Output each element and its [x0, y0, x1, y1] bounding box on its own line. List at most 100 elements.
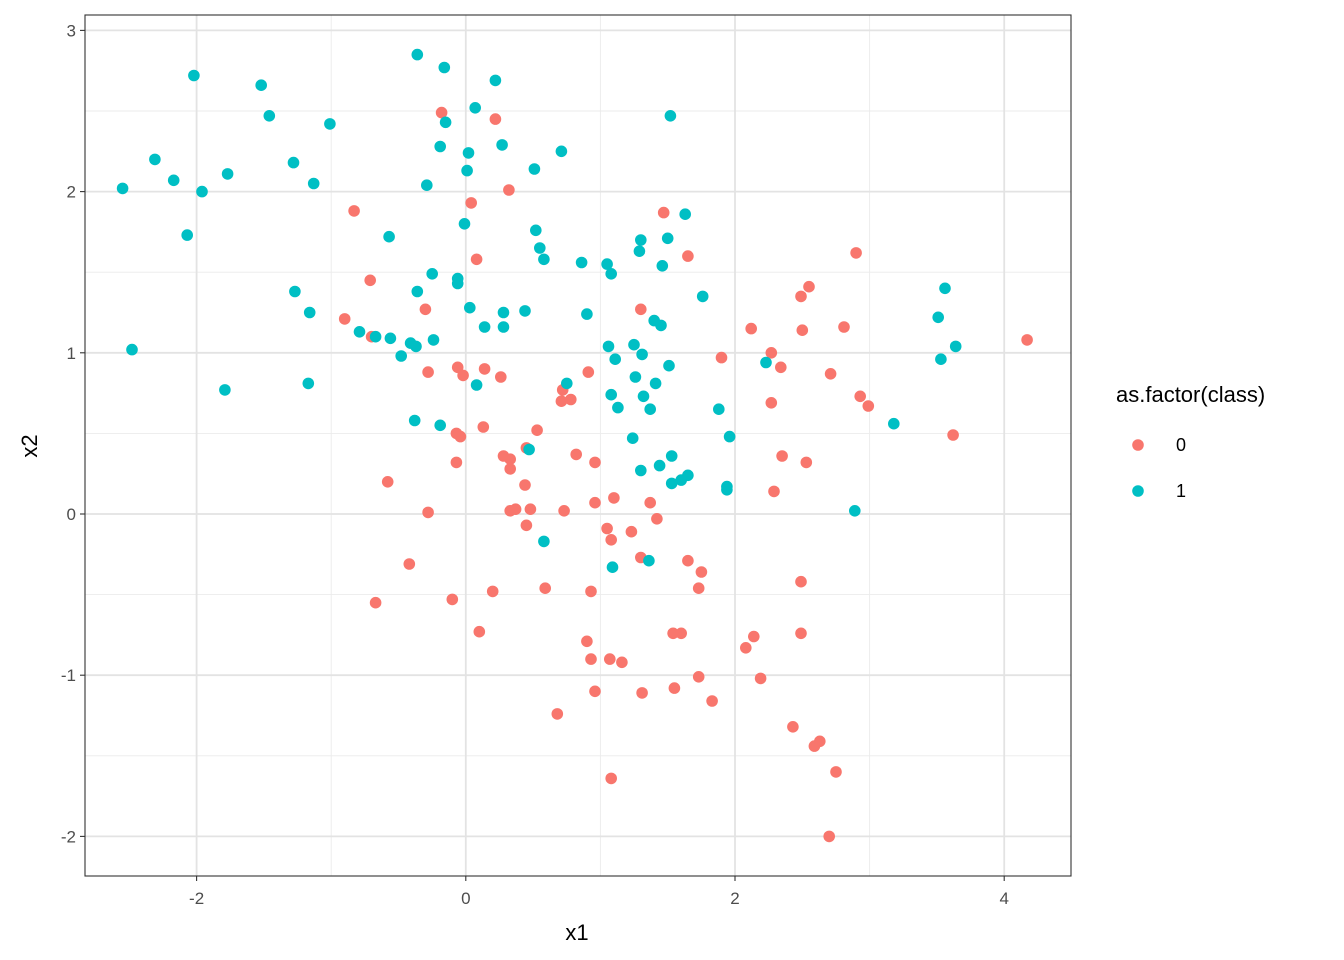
point-class-0 — [478, 363, 491, 375]
point-class-1 — [181, 229, 193, 241]
point-class-0 — [601, 522, 613, 535]
point-class-1 — [427, 334, 440, 346]
point-class-1 — [555, 145, 568, 158]
point-class-0 — [765, 347, 778, 359]
point-class-0 — [555, 395, 568, 408]
point-class-0 — [381, 476, 394, 488]
point-class-1 — [636, 348, 648, 361]
minor-gridlines — [85, 15, 1071, 876]
point-class-1 — [411, 48, 424, 61]
y-axis-ticks: -2 -1 0 1 2 3 — [61, 21, 85, 846]
point-class-0 — [589, 496, 601, 509]
point-class-0 — [473, 625, 486, 638]
point-class-1 — [408, 414, 421, 427]
point-class-1 — [126, 343, 138, 356]
point-class-1 — [601, 258, 613, 270]
point-class-1 — [606, 561, 619, 573]
point-class-1 — [497, 306, 510, 319]
point-class-0 — [862, 400, 875, 412]
point-class-1 — [307, 177, 320, 190]
point-class-1 — [635, 464, 647, 477]
point-class-0 — [565, 393, 577, 406]
point-class-1 — [633, 245, 646, 257]
legend-label-class-1: 1 — [1176, 481, 1186, 501]
point-class-1 — [287, 156, 300, 169]
y-tick-label: -2 — [61, 827, 76, 846]
point-class-0 — [668, 682, 681, 694]
point-class-1 — [426, 268, 439, 280]
point-class-0 — [854, 390, 866, 403]
point-class-1 — [519, 305, 531, 317]
point-class-0 — [605, 772, 617, 785]
point-class-1 — [581, 308, 593, 320]
point-class-1 — [219, 384, 231, 396]
point-class-0 — [644, 496, 656, 509]
point-class-1 — [167, 174, 180, 187]
point-class-0 — [775, 361, 787, 374]
point-class-0 — [457, 369, 469, 382]
point-class-1 — [384, 332, 397, 345]
point-class-1 — [469, 102, 482, 114]
point-class-1 — [369, 330, 382, 343]
point-class-0 — [422, 506, 434, 519]
legend-key-class-0 — [1132, 439, 1144, 451]
point-class-0 — [589, 685, 601, 698]
point-class-1 — [489, 74, 502, 87]
point-class-0 — [605, 534, 617, 546]
point-class-0 — [519, 479, 531, 491]
point-class-0 — [503, 184, 515, 196]
point-class-1 — [643, 554, 655, 567]
point-class-1 — [383, 230, 395, 243]
point-class-1 — [496, 139, 508, 151]
point-class-1 — [628, 338, 640, 351]
point-class-1 — [438, 61, 451, 74]
point-class-1 — [289, 285, 301, 298]
point-class-1 — [605, 268, 617, 280]
point-class-0 — [585, 585, 597, 598]
point-class-1 — [888, 417, 900, 430]
point-class-0 — [625, 525, 638, 538]
point-class-0 — [504, 505, 516, 517]
point-class-0 — [608, 492, 620, 504]
point-class-1 — [696, 290, 709, 303]
point-class-0 — [787, 721, 799, 733]
point-class-1 — [655, 319, 667, 332]
point-class-1 — [675, 474, 687, 486]
point-class-0 — [403, 558, 416, 570]
point-class-0 — [715, 351, 728, 364]
point-class-1 — [538, 535, 550, 548]
point-class-0 — [808, 740, 821, 752]
point-class-1 — [451, 277, 464, 290]
x-tick-label: 4 — [999, 889, 1008, 908]
point-class-1 — [656, 260, 669, 272]
point-class-0 — [657, 206, 670, 219]
point-class-1 — [661, 232, 674, 245]
x-tick-label: 2 — [730, 889, 739, 908]
point-class-0 — [748, 630, 760, 643]
point-class-1 — [637, 390, 650, 403]
point-class-0 — [504, 453, 516, 466]
point-class-1 — [196, 185, 208, 198]
point-class-0 — [551, 708, 564, 720]
point-class-0 — [435, 106, 448, 119]
point-class-1 — [723, 430, 736, 443]
point-class-0 — [800, 456, 813, 469]
point-class-0 — [450, 456, 463, 469]
data-points — [116, 48, 1033, 843]
point-class-1 — [395, 350, 408, 362]
point-class-0 — [795, 290, 807, 303]
point-class-1 — [470, 379, 483, 391]
point-class-0 — [795, 627, 807, 640]
y-tick-label: 1 — [67, 344, 76, 363]
point-class-0 — [796, 324, 809, 337]
point-class-1 — [663, 359, 675, 372]
y-tick-label: 0 — [67, 505, 76, 524]
point-class-1 — [629, 371, 642, 383]
point-class-0 — [524, 503, 537, 515]
point-class-0 — [651, 513, 663, 525]
point-class-1 — [935, 353, 947, 366]
point-class-0 — [823, 830, 835, 843]
point-class-0 — [589, 456, 601, 469]
point-class-1 — [644, 403, 656, 416]
